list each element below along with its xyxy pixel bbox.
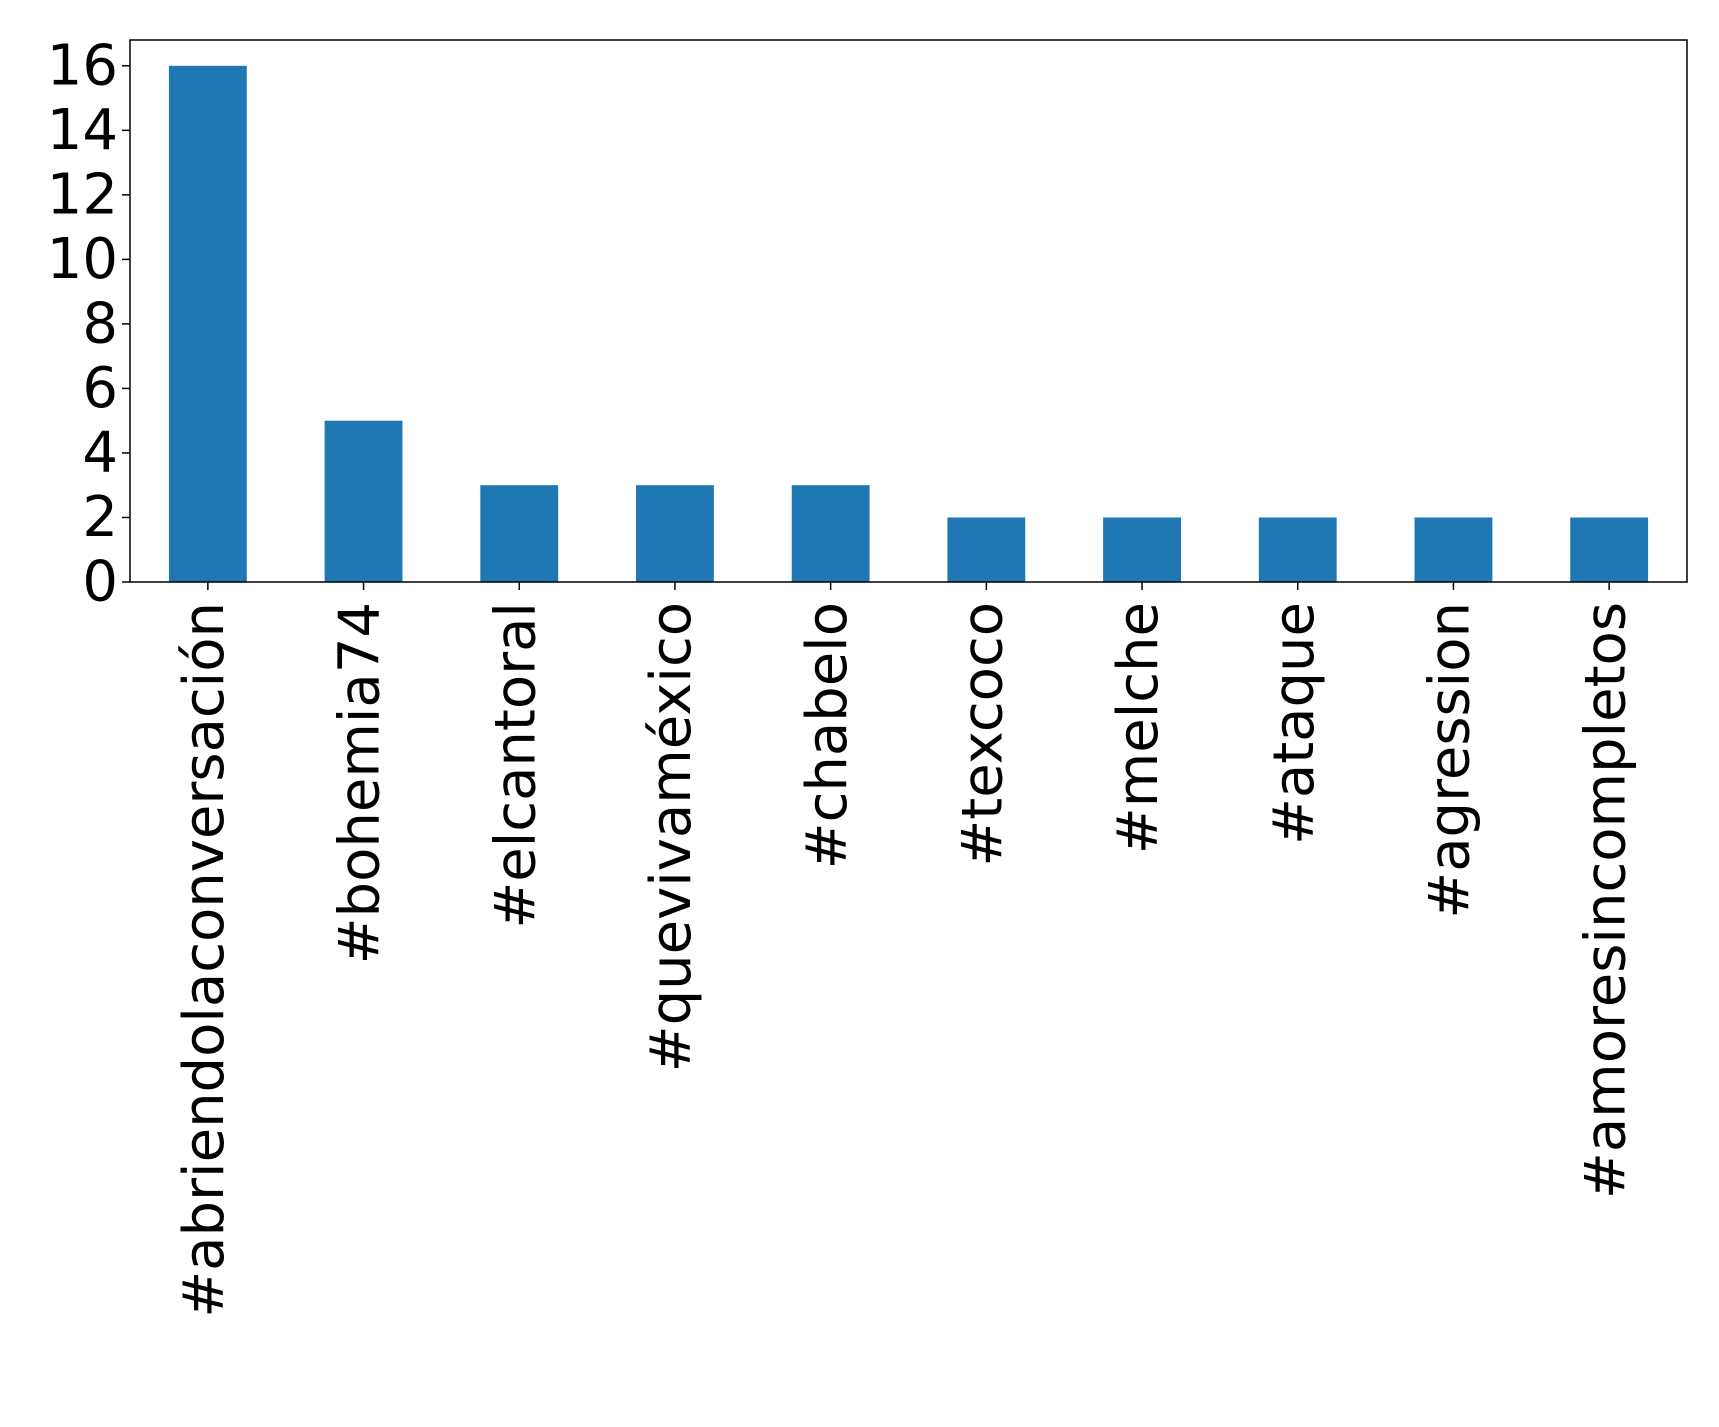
bar <box>480 485 559 582</box>
x-tick-label: #ataque <box>1262 602 1327 845</box>
bar <box>1570 517 1649 582</box>
bar <box>1414 517 1493 582</box>
bar <box>1258 517 1337 582</box>
y-tick-label: 2 <box>82 485 118 550</box>
x-tick-label: #elcantoral <box>483 602 548 929</box>
y-tick-label: 12 <box>47 162 118 227</box>
x-tick-label: #bohemia74 <box>328 602 393 964</box>
x-tick-label: #abriendolaconversación <box>172 602 237 1318</box>
y-tick-label: 4 <box>82 420 118 485</box>
plot-frame <box>129 39 1688 583</box>
y-tick-label: 0 <box>82 550 118 615</box>
x-tick-label: #amoresincompletos <box>1573 602 1638 1199</box>
bars-group <box>168 65 1649 583</box>
y-tick-label: 16 <box>47 33 118 98</box>
bar <box>1103 517 1181 582</box>
bar <box>168 65 247 583</box>
x-tick-label: #texcoco <box>950 602 1015 867</box>
y-tick-label: 14 <box>47 98 118 163</box>
x-tick-label: #melche <box>1106 602 1171 854</box>
x-tick-label: #quevivaméxico <box>639 602 704 1072</box>
x-axis: #abriendolaconversación #bohemia74 #elcant… <box>172 582 1638 1318</box>
y-tick-label: 8 <box>82 291 118 356</box>
x-tick-label: #agression <box>1418 602 1483 919</box>
bar <box>791 485 870 582</box>
y-tick-label: 10 <box>47 227 118 292</box>
bar <box>947 517 1026 582</box>
y-tick-label: 6 <box>82 356 118 421</box>
x-tick-label: #chabelo <box>795 602 860 869</box>
bar <box>324 420 403 582</box>
bar <box>636 485 714 582</box>
